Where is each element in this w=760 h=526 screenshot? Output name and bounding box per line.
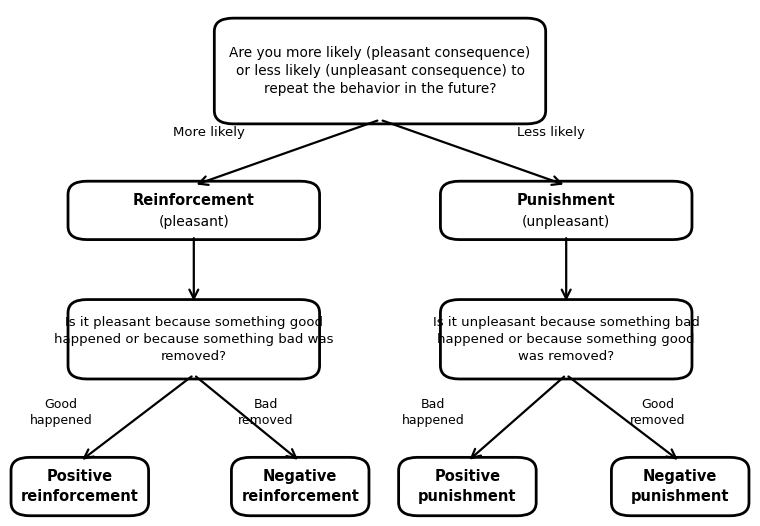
- FancyBboxPatch shape: [11, 457, 148, 515]
- Text: More likely: More likely: [173, 126, 245, 139]
- Text: Less likely: Less likely: [517, 126, 585, 139]
- FancyBboxPatch shape: [398, 457, 537, 515]
- FancyBboxPatch shape: [68, 300, 319, 379]
- Text: Punishment: Punishment: [517, 194, 616, 208]
- FancyBboxPatch shape: [441, 300, 692, 379]
- Text: Positive
punishment: Positive punishment: [418, 469, 517, 504]
- Text: Is it unpleasant because something bad
happened or because something good
was re: Is it unpleasant because something bad h…: [432, 316, 700, 363]
- FancyBboxPatch shape: [231, 457, 369, 515]
- Text: Good
happened: Good happened: [30, 398, 92, 428]
- Text: (pleasant): (pleasant): [158, 215, 230, 229]
- Text: Bad
removed: Bad removed: [238, 398, 294, 428]
- Text: Bad
happened: Bad happened: [402, 398, 464, 428]
- Text: Reinforcement: Reinforcement: [133, 194, 255, 208]
- Text: Is it pleasant because something good
happened or because something bad was
remo: Is it pleasant because something good ha…: [54, 316, 334, 363]
- Text: Positive
reinforcement: Positive reinforcement: [21, 469, 139, 504]
- FancyBboxPatch shape: [214, 18, 546, 124]
- FancyBboxPatch shape: [68, 181, 319, 240]
- FancyBboxPatch shape: [611, 457, 749, 515]
- Text: Good
removed: Good removed: [629, 398, 686, 428]
- FancyBboxPatch shape: [441, 181, 692, 240]
- Text: Are you more likely (pleasant consequence)
or less likely (unpleasant consequenc: Are you more likely (pleasant consequenc…: [230, 46, 530, 96]
- Text: (unpleasant): (unpleasant): [522, 215, 610, 229]
- Text: Negative
punishment: Negative punishment: [631, 469, 730, 504]
- Text: Negative
reinforcement: Negative reinforcement: [241, 469, 359, 504]
